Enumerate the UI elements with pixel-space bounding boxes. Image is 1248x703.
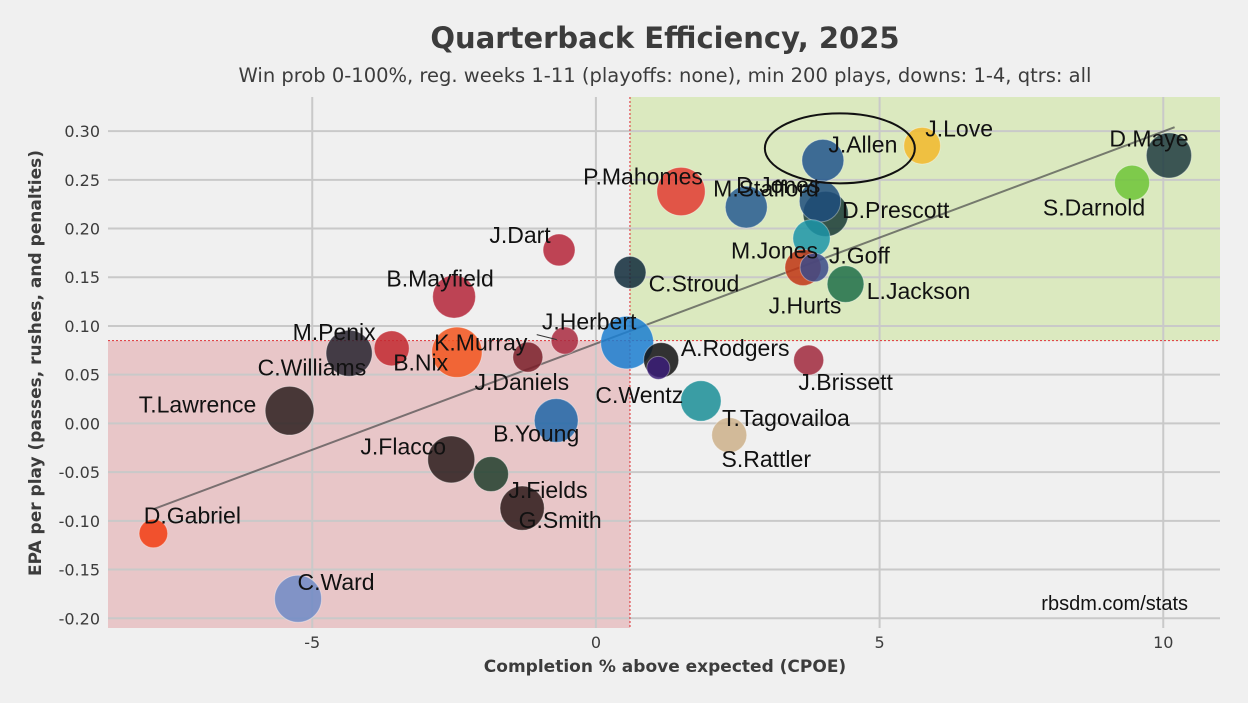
point-label-d-maye: D.Maye: [1109, 125, 1188, 151]
chart-subtitle: Win prob 0-100%, reg. weeks 1-11 (playof…: [239, 64, 1092, 87]
point-c-wentz: [646, 355, 671, 380]
point-label-j-brissett: J.Brissett: [798, 369, 893, 395]
point-label-c-ward: C.Ward: [298, 569, 375, 595]
y-axis-label: EPA per play (passes, rushes, and penalt…: [26, 150, 46, 576]
point-label-k-murray: K.Murray: [434, 330, 528, 356]
x-tick-label: 5: [874, 633, 884, 652]
point-label-b-young: B.Young: [493, 420, 579, 446]
tick-labels: -5 0 5 10 -0.20 -0.15 -0.10 -0.05 0.00 0.05 0.10 0.…: [59, 122, 1174, 652]
point-label-a-rodgers: A.Rodgers: [681, 335, 790, 361]
x-tick-label: 10: [1153, 633, 1173, 652]
point-labels-layer: J.Love J.Allen D.Maye S.Darnold P.Mahomes D.J…: [139, 112, 1189, 595]
point-j-daniels: [512, 341, 544, 373]
x-tick-label: 0: [591, 633, 601, 652]
y-tick-label: -0.10: [59, 512, 100, 531]
chart-title: Quarterback Efficiency, 2025: [430, 21, 899, 55]
point-s-darnold: [1114, 164, 1151, 201]
point-b-young: [533, 398, 579, 443]
point-t-tagovailoa: [680, 380, 722, 422]
point-j-dart: [542, 233, 576, 267]
point-label-m-jones: M.Jones: [731, 237, 818, 263]
y-tick-label: 0.00: [64, 414, 100, 433]
points-layer: [138, 126, 1193, 623]
point-label-t-tagovailoa: T.Tagovailoa: [722, 405, 850, 431]
point-label-j-goff: J.Goff: [829, 243, 891, 269]
point-k-murray: [550, 326, 579, 355]
y-tick-label: 0.15: [64, 268, 100, 287]
point-label-j-daniels: J.Daniels: [475, 369, 570, 395]
point-label-c-williams: C.Williams: [258, 354, 367, 380]
point-label-t-lawrence: T.Lawrence: [139, 392, 257, 418]
point-label-j-love: J.Love: [925, 116, 993, 142]
x-tick-label: -5: [304, 633, 320, 652]
point-d-jones: [724, 185, 768, 229]
point-c-williams: [431, 326, 483, 378]
point-s-rattler: [711, 417, 748, 454]
point-p-mahomes: [656, 166, 706, 217]
highlight-ellipse: [763, 112, 916, 185]
point-label-s-darnold: S.Darnold: [1043, 195, 1145, 221]
y-tick-label: 0.25: [64, 171, 100, 190]
point-label-d-jones: D.Jones: [736, 172, 820, 198]
y-tick-label: -0.20: [59, 609, 100, 628]
point-b-mayfield: [432, 274, 477, 319]
x-axis-label: Completion % above expected (CPOE): [484, 657, 846, 677]
point-j-fields: [472, 456, 509, 493]
point-label-s-rattler: S.Rattler: [722, 446, 812, 472]
quadrant-bottom-left: [108, 340, 630, 628]
point-j-brissett: [793, 344, 825, 376]
point-label-j-hurts: J.Hurts: [769, 293, 842, 319]
k-murray-leader-line: [536, 334, 557, 341]
point-label-d-prescott: D.Prescott: [842, 197, 950, 223]
point-c-ward: [274, 574, 323, 623]
point-label-j-dart: J.Dart: [489, 222, 551, 248]
point-label-j-allen: J.Allen: [828, 131, 897, 157]
point-d-gabriel: [138, 518, 169, 549]
y-tick-label: 0.20: [64, 220, 100, 239]
point-l-jackson: [826, 265, 865, 303]
point-label-g-smith: G.Smith: [519, 507, 602, 533]
regression-line: [153, 126, 1175, 511]
point-m-penix: [325, 329, 373, 377]
point-label-j-herbert: J.Herbert: [542, 309, 637, 335]
point-label-b-nix: B.Nix: [393, 349, 448, 375]
point-j-goff: [799, 252, 830, 283]
y-tick-label: 0.05: [64, 366, 100, 385]
point-label-j-fields: J.Fields: [508, 477, 587, 503]
point-label-j-flacco: J.Flacco: [360, 433, 446, 459]
point-g-smith: [499, 485, 545, 531]
point-t-lawrence: [264, 385, 315, 436]
point-j-herbert: [600, 315, 654, 370]
point-j-flacco: [427, 435, 476, 484]
source-credit: rbsdm.com/stats: [1041, 593, 1188, 615]
point-d-maye: [1145, 132, 1193, 179]
y-tick-label: 0.30: [64, 122, 100, 141]
point-label-c-stroud: C.Stroud: [649, 270, 740, 296]
point-c-stroud: [613, 255, 647, 289]
trend-line: [153, 126, 1175, 511]
y-tick-label: 0.10: [64, 317, 100, 336]
point-label-d-gabriel: D.Gabriel: [144, 502, 241, 528]
point-label-b-mayfield: B.Mayfield: [386, 266, 493, 292]
point-label-l-jackson: L.Jackson: [867, 278, 971, 304]
y-tick-label: -0.05: [59, 463, 100, 482]
point-label-m-stafford: M.Stafford: [713, 175, 819, 201]
point-label-p-mahomes: P.Mahomes: [583, 164, 703, 190]
point-label-c-wentz: C.Wentz: [595, 382, 683, 408]
y-tick-label: -0.15: [59, 561, 100, 580]
point-b-nix: [373, 330, 410, 367]
point-label-m-penix: M.Penix: [293, 319, 377, 345]
